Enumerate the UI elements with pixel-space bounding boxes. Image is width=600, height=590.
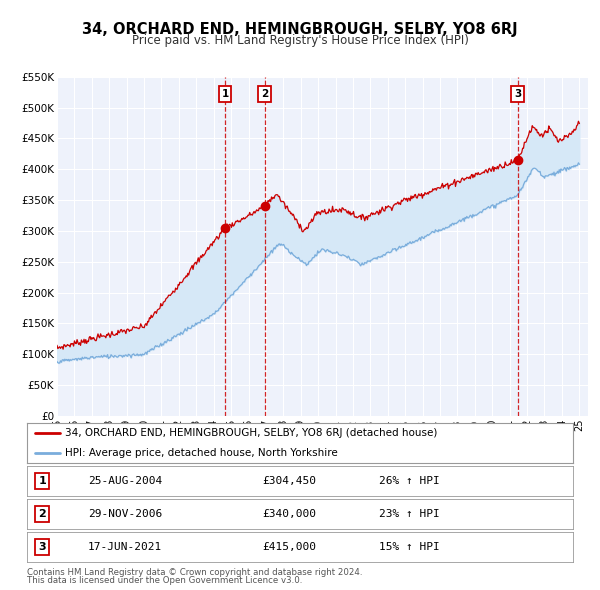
Text: 3: 3 [38,542,46,552]
Text: 15% ↑ HPI: 15% ↑ HPI [379,542,440,552]
Text: 1: 1 [221,89,229,99]
Text: £304,450: £304,450 [262,476,316,486]
Text: 23% ↑ HPI: 23% ↑ HPI [379,509,440,519]
Text: 25-AUG-2004: 25-AUG-2004 [88,476,163,486]
Text: 2: 2 [261,89,268,99]
Text: £340,000: £340,000 [262,509,316,519]
Text: 26% ↑ HPI: 26% ↑ HPI [379,476,440,486]
Text: 17-JUN-2021: 17-JUN-2021 [88,542,163,552]
Text: 2: 2 [38,509,46,519]
Text: Contains HM Land Registry data © Crown copyright and database right 2024.: Contains HM Land Registry data © Crown c… [27,568,362,577]
Text: 3: 3 [514,89,521,99]
Text: 34, ORCHARD END, HEMINGBROUGH, SELBY, YO8 6RJ (detached house): 34, ORCHARD END, HEMINGBROUGH, SELBY, YO… [65,428,437,438]
Text: Price paid vs. HM Land Registry's House Price Index (HPI): Price paid vs. HM Land Registry's House … [131,34,469,47]
Text: 29-NOV-2006: 29-NOV-2006 [88,509,163,519]
Text: 1: 1 [38,476,46,486]
Text: £415,000: £415,000 [262,542,316,552]
Text: HPI: Average price, detached house, North Yorkshire: HPI: Average price, detached house, Nort… [65,448,338,458]
Text: This data is licensed under the Open Government Licence v3.0.: This data is licensed under the Open Gov… [27,576,302,585]
Text: 34, ORCHARD END, HEMINGBROUGH, SELBY, YO8 6RJ: 34, ORCHARD END, HEMINGBROUGH, SELBY, YO… [82,22,518,37]
